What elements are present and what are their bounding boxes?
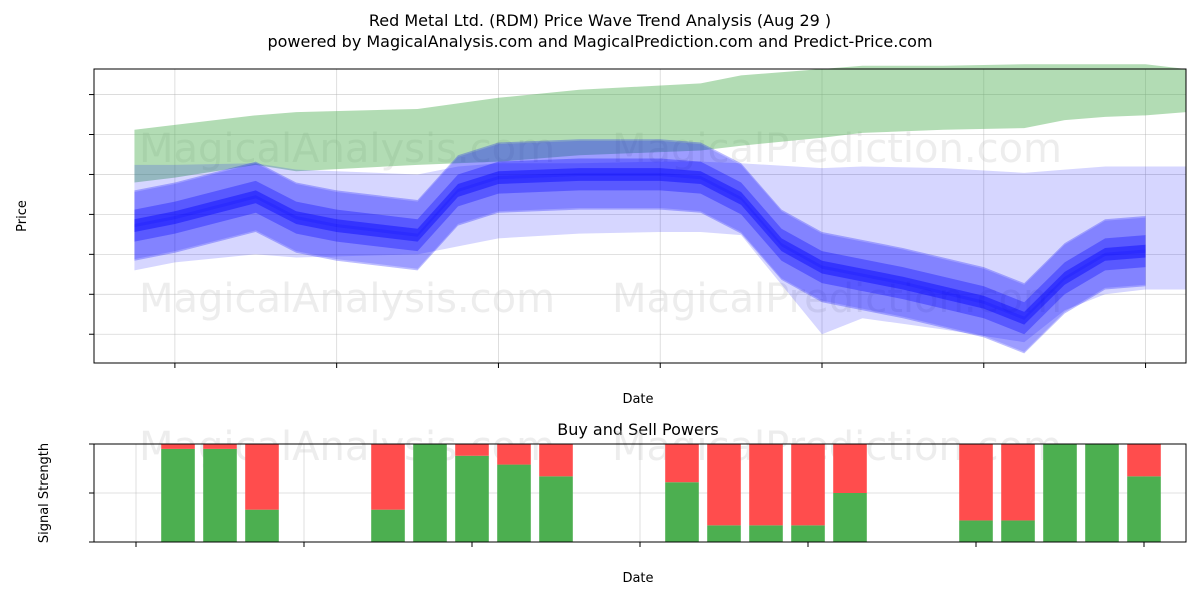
signal-x-ticks bbox=[135, 542, 1145, 547]
sell-power-bar bbox=[707, 444, 741, 526]
sell-power-bar bbox=[1127, 444, 1161, 477]
buy-power-bar bbox=[539, 476, 573, 542]
blue-wave-band bbox=[134, 158, 1146, 325]
price-y-ticks bbox=[89, 94, 94, 335]
sell-power-bar bbox=[497, 444, 531, 465]
sell-power-bar bbox=[1001, 444, 1035, 521]
buy-power-bar bbox=[203, 448, 237, 542]
buy-power-bar bbox=[413, 444, 447, 542]
green-band bbox=[134, 64, 1186, 183]
buy-power-bar bbox=[497, 464, 531, 542]
buy-power-bar bbox=[1001, 520, 1035, 542]
buy-power-bar bbox=[1085, 444, 1119, 542]
signal-x-label: Date bbox=[622, 571, 653, 586]
sell-power-bar bbox=[245, 444, 279, 510]
chart-subtitle: powered by MagicalAnalysis.com and Magic… bbox=[267, 32, 932, 51]
blue-wave-band bbox=[134, 139, 1146, 354]
blue-envelope bbox=[134, 161, 1186, 343]
sell-power-bar bbox=[161, 444, 195, 449]
sell-power-bar bbox=[959, 444, 993, 521]
price-marks bbox=[134, 64, 1186, 354]
price-axes-frame bbox=[93, 68, 1187, 364]
sell-power-bar bbox=[455, 444, 489, 456]
blue-wave-band bbox=[134, 140, 1146, 320]
price-x-label: Date bbox=[622, 392, 653, 407]
blue-wave-band bbox=[134, 172, 1146, 352]
blue-wave-band bbox=[134, 139, 1146, 335]
price-y-label: Price bbox=[15, 200, 30, 232]
watermark-text: MagicalPrediction.com bbox=[612, 276, 1062, 322]
buy-power-bar bbox=[833, 493, 867, 542]
sell-power-bar bbox=[791, 444, 825, 526]
buy-power-bar bbox=[959, 520, 993, 542]
buy-power-bar bbox=[665, 482, 699, 542]
signal-y-ticks bbox=[89, 443, 94, 543]
sell-power-bar bbox=[203, 444, 237, 449]
blue-wave-band bbox=[134, 158, 1146, 354]
price-grid bbox=[94, 69, 1186, 363]
chart-title: Red Metal Ltd. (RDM) Price Wave Trend An… bbox=[369, 11, 831, 30]
blue-wave-band bbox=[134, 168, 1146, 335]
sell-power-bar bbox=[833, 444, 867, 493]
sell-power-bar bbox=[749, 444, 783, 526]
buy-power-bar bbox=[791, 525, 825, 542]
buy-power-bar bbox=[749, 525, 783, 542]
buy-power-bar bbox=[371, 509, 405, 542]
buy-power-bar bbox=[1043, 444, 1077, 542]
price-x-ticks bbox=[174, 363, 1147, 368]
sell-power-bar bbox=[371, 444, 405, 510]
price-watermarks: MagicalAnalysis.com MagicalPrediction.co… bbox=[139, 126, 1062, 322]
buy-power-bar bbox=[1127, 476, 1161, 542]
sell-power-bar bbox=[539, 444, 573, 477]
signal-marks bbox=[161, 444, 1161, 542]
signal-y-label: Signal Strength bbox=[37, 443, 52, 543]
watermark-text: MagicalPrediction.com bbox=[612, 126, 1062, 172]
signal-panel: Buy and Sell Powers MagicalAnalysis.com … bbox=[37, 420, 1187, 586]
signal-title: Buy and Sell Powers bbox=[557, 420, 719, 439]
blue-wave-band bbox=[134, 168, 1146, 325]
buy-power-bar bbox=[455, 455, 489, 542]
buy-power-bar bbox=[245, 509, 279, 542]
price-panel: MagicalAnalysis.com MagicalPrediction.co… bbox=[15, 64, 1187, 407]
buy-power-bar bbox=[161, 448, 195, 542]
sell-power-bar bbox=[665, 444, 699, 483]
watermark-text: MagicalAnalysis.com bbox=[139, 424, 555, 470]
watermark-text: MagicalAnalysis.com bbox=[139, 126, 555, 172]
buy-power-bar bbox=[707, 525, 741, 542]
watermark-text: MagicalAnalysis.com bbox=[139, 276, 555, 322]
